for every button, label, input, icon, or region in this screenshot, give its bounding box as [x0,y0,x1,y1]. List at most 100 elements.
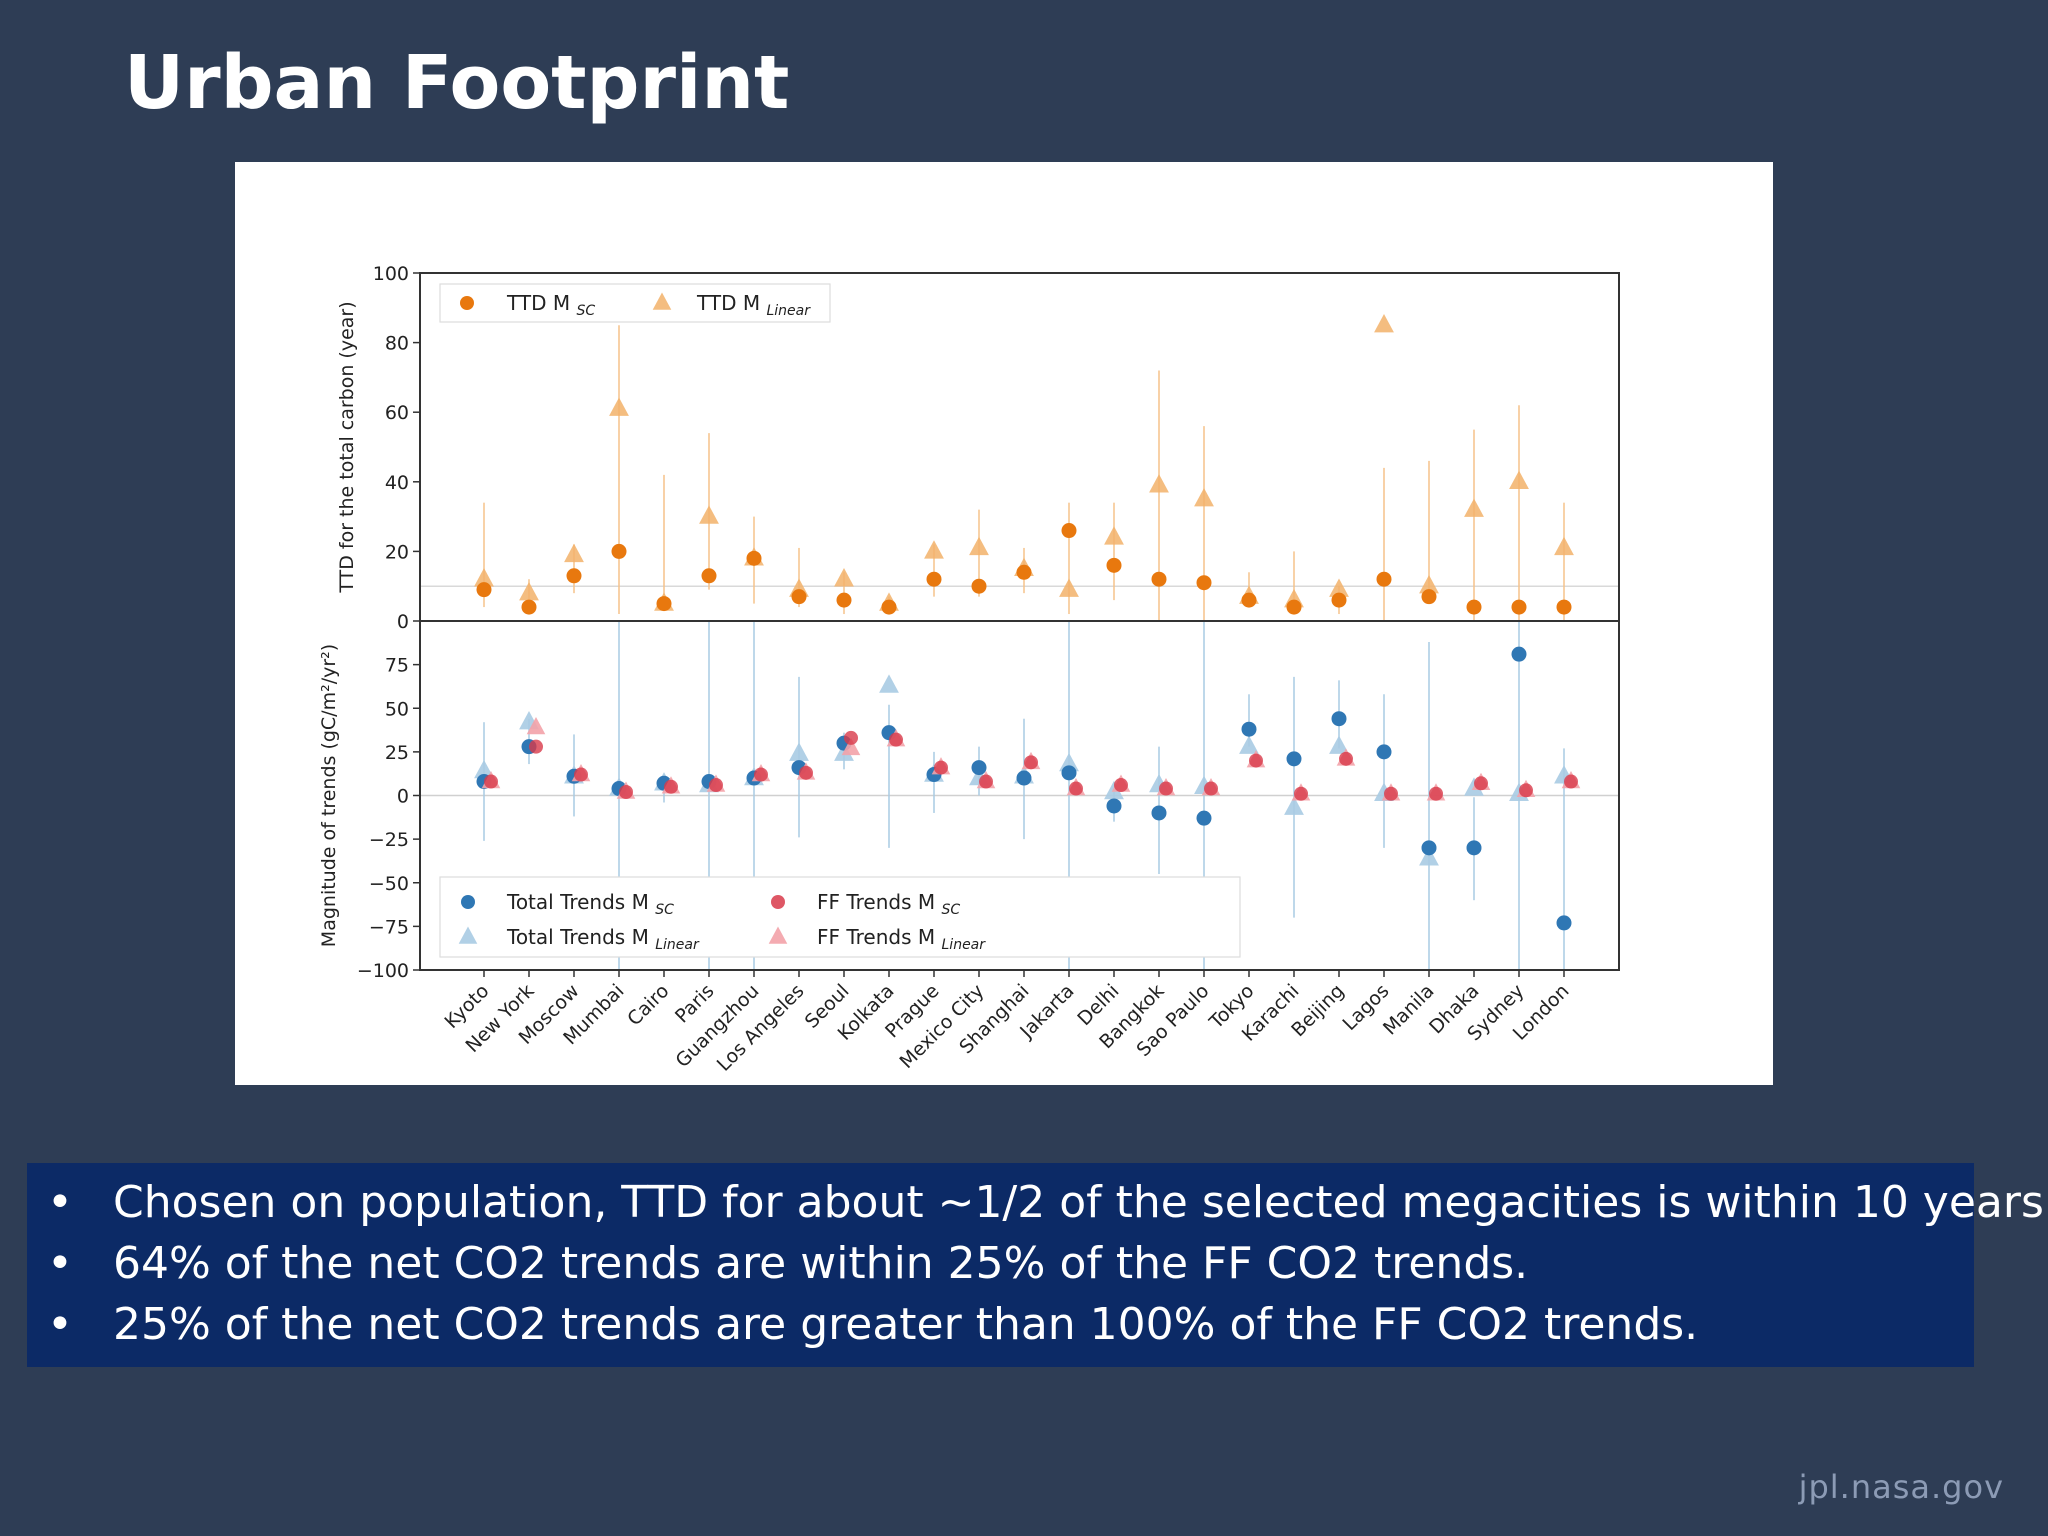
ff-trend-sc-point [979,774,993,789]
legend-label-total-sc: Total Trends M SC [506,890,674,918]
legend-label-subscript: Linear [655,937,700,953]
ff-trend-sc-point [1519,783,1533,798]
ttd-linear-point [1374,314,1394,333]
total-trend-sc-point [1421,840,1437,856]
ff-trend-sc-point [1069,781,1083,796]
ttd-sc-point [926,571,942,587]
ttd-linear-point [1059,578,1079,597]
ff-trend-sc-point [529,739,543,754]
bottom-y-tick-label: −25 [369,829,409,851]
total-trend-linear-point [1419,847,1439,866]
total-trend-linear-point [474,759,494,779]
total-trend-sc-point [1151,805,1167,821]
bullet-glyph: • [47,1299,73,1350]
ttd-sc-point [1376,571,1392,587]
ff-trend-sc-point [1384,786,1398,801]
total-trend-linear-point [879,674,899,693]
ff-trend-linear-point [841,737,861,756]
legend-marker-ff-sc [771,895,785,909]
ttd-linear-point [1419,575,1439,594]
ttd-sc-point [611,543,627,559]
legend-label-total-linear: Total Trends M Linear [506,925,700,953]
ff-trend-sc-point [1159,781,1173,796]
bottom-y-tick-label: 50 [385,698,409,720]
ff-trend-sc-point [1114,778,1128,793]
legend-label-subscript: SC [576,303,595,319]
x-tick-label: Manila [1379,980,1439,1040]
ff-trend-sc-point [1429,786,1443,801]
ff-trend-sc-point [1024,755,1038,770]
ttd-linear-point [924,540,944,559]
ttd-sc-point [476,582,492,598]
footer-url: jpl.nasa.gov [1798,1468,2004,1506]
legend-marker-total-linear [458,926,478,944]
bottom-y-tick-label: 75 [385,655,409,677]
ff-trend-sc-point [709,778,723,793]
ff-trend-sc-point [799,765,813,780]
total-trend-sc-point [1466,840,1482,856]
legend-label-ff-sc: FF Trends M SC [817,890,960,918]
ttd-sc-point [791,589,807,605]
bullet-item: • Chosen on population, TTD for about ~1… [27,1172,2048,1233]
bottom-y-tick-label: −50 [369,873,409,895]
legend-label-base: TTD M [696,291,766,315]
ttd-linear-point [1149,474,1169,493]
ttd-linear-point [1329,578,1349,597]
ttd-linear-point [969,536,989,556]
bullet-glyph: • [47,1177,73,1228]
top-y-tick-label: 100 [373,263,409,285]
ttd-sc-point [1151,571,1167,587]
legend-marker-ttd-linear [652,292,672,310]
ttd-sc-point [881,599,897,615]
ttd-linear-point [1464,498,1484,517]
legend-label-subscript: SC [655,902,674,918]
legend-marker-ff-linear [768,926,788,944]
top-y-axis-title: TTD for the total carbon (year) [336,301,358,593]
ff-trend-sc-point [934,760,948,775]
ttd-sc-point [1286,599,1302,615]
ttd-sc-point [701,568,717,584]
ttd-linear-point [1194,488,1214,507]
ttd-sc-point [1241,592,1257,608]
ttd-linear-point [1509,470,1529,489]
bottom-y-tick-label: 0 [397,786,409,808]
top-y-tick-label: 60 [385,402,409,424]
top-y-tick-label: 40 [385,472,409,494]
total-trend-sc-point [1106,798,1122,814]
ff-trend-sc-point [619,785,633,800]
ttd-sc-point [1466,599,1482,615]
total-trend-linear-point [1329,735,1349,754]
legend-label-base: FF Trends M [817,890,942,914]
ff-trend-sc-point [1249,753,1263,768]
bottom-y-tick-label: −75 [369,916,409,938]
chart-figure: 0 20 40 60 80 100 −100 −75 −50 −25 0 25 50 75 Kyoto New… [235,162,1773,1085]
total-trend-linear-point [1239,735,1259,754]
ff-trend-sc-point [844,730,858,745]
legend-label-subscript: SC [942,902,961,918]
bullet-panel: • Chosen on population, TTD for about ~1… [27,1163,2048,1367]
total-trend-linear-point [1059,752,1079,772]
ttd-linear-point [834,568,854,587]
ttd-sc-point [1016,564,1032,580]
total-trend-sc-point [1241,721,1257,737]
ff-trend-sc-point [574,767,588,782]
ttd-sc-point [1106,557,1122,573]
chart-svg: 020406080100−100−75−50−250255075KyotoNew… [318,263,1620,1076]
ttd-sc-point [566,568,582,584]
legend-marker-ttd-sc [460,296,474,310]
legend-label-base: TTD M [506,291,576,315]
ttd-sc-point [656,596,672,612]
ttd-sc-point [1421,589,1437,605]
bottom-y-tick-label: 25 [385,742,409,764]
ff-trend-linear-point [526,716,546,735]
legend-label-ttd-linear: TTD M Linear [696,291,811,319]
total-trend-sc-point [1376,744,1392,760]
total-trend-sc-point [1196,810,1212,826]
bullet-text: 64% of the net CO2 trends are within 25%… [113,1238,1529,1289]
legend-label-base: FF Trends M [817,925,942,949]
ff-trend-sc-point [664,779,678,794]
legend-label-ff-linear: FF Trends M Linear [817,925,986,953]
legend-label-base: Total Trends M [506,925,655,949]
ff-trend-sc-point [1474,776,1488,791]
ttd-linear-point [519,581,539,601]
